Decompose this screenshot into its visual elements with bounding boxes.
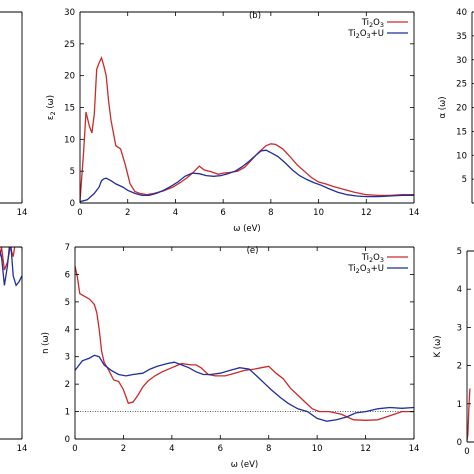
x-tick-label: 14 [409, 208, 420, 218]
panel-top-middle: 0 2 4 6 8 10 12 14 0 5 10 15 20 25 30 (b) ω (eV) ε2 (ω) Ti… [46, 8, 419, 234]
plot-frame [0, 11, 23, 204]
panel-tag: (e) [247, 246, 259, 256]
x-tick-label: 14 [17, 208, 28, 218]
y-tick-label: 3 [65, 353, 70, 363]
x-axis-label: ω (eV) [231, 460, 259, 470]
y-tick-label: 5 [457, 247, 462, 257]
series-line-0 [467, 388, 471, 441]
x-tick-label: 10 [313, 208, 324, 218]
plot-frame [0, 246, 23, 440]
y-tick-label: 1 [457, 400, 462, 410]
x-tick-label: 14 [17, 444, 28, 454]
plot-frame [79, 11, 415, 204]
y-tick-label: 20 [64, 72, 75, 82]
plot-frame [466, 250, 474, 443]
series-line-ti2o3-u [75, 354, 414, 422]
x-tick-label: 2 [121, 444, 126, 454]
plot-frame [74, 246, 415, 440]
series-line-ti2o3-u [80, 149, 414, 203]
x-axis-label: ω (eV) [233, 224, 261, 234]
y-tick-label: 5 [70, 167, 75, 177]
x-tick-label: 4 [169, 444, 174, 454]
y-tick-label: 25 [64, 40, 75, 50]
legend-label: Ti2O3+U [347, 29, 384, 40]
x-tick-label: 12 [361, 208, 372, 218]
y-tick-label: 20 [456, 104, 467, 114]
x-tick-label: 10 [312, 444, 323, 454]
y-tick-label: 5 [462, 175, 467, 185]
y-tick-label: 4 [457, 285, 462, 295]
legend-label: Ti2O3+U [347, 264, 384, 275]
y-axis-label: ε2 (ω) [46, 95, 57, 120]
x-tick-label: 2 [125, 208, 130, 218]
y-tick-label: 2 [457, 362, 462, 372]
legend-label: Ti2O3 [361, 253, 384, 264]
y-tick-label: 15 [64, 104, 75, 114]
x-tick-label: 0 [77, 208, 82, 218]
y-tick-label: 0 [65, 435, 70, 445]
panel-tag: (b) [249, 11, 261, 21]
y-tick-label: 15 [456, 127, 467, 137]
y-tick-label: 25 [456, 80, 467, 90]
y-tick-label: 35 [456, 32, 467, 42]
panel-top-right: 5 10 15 20 25 30 35 40 α (ω) [438, 8, 474, 204]
y-axis-label: K (ω) [433, 335, 443, 357]
panel-bottom-right: 00 1 2 3 4 5 K (ω) [433, 247, 474, 457]
x-tick-label: 0 [72, 444, 77, 454]
x-tick-label: 12 [360, 444, 371, 454]
x-tick-label: 4 [173, 208, 178, 218]
y-tick-label: 7 [65, 243, 70, 253]
y-tick-label: 10 [64, 135, 75, 145]
x-tick-label: 0 [464, 447, 469, 457]
series-line-ti2o3 [75, 266, 414, 421]
x-tick-label: 8 [268, 208, 273, 218]
legend-label: Ti2O3 [361, 18, 384, 29]
y-tick-label: 30 [64, 8, 75, 18]
y-tick-label: 30 [456, 56, 467, 66]
y-axis-label: α (ω) [438, 96, 448, 118]
y-tick-label: 1 [65, 408, 70, 418]
x-tick-label: 6 [220, 208, 225, 218]
x-tick-label: 6 [218, 444, 223, 454]
x-tick-label: 8 [266, 444, 271, 454]
y-tick-label: 40 [456, 8, 467, 18]
y-tick-label: 0 [457, 438, 462, 448]
series-line-ti2o3 [80, 55, 414, 202]
y-tick-label: 6 [65, 270, 70, 280]
y-tick-label: 2 [65, 380, 70, 390]
x-tick-label: 14 [409, 444, 420, 454]
panel-top-left: 14 [0, 11, 28, 218]
y-tick-label: 0 [70, 199, 75, 209]
series-line-1 [0, 247, 22, 287]
y-tick-label: 3 [457, 323, 462, 333]
y-tick-label: 10 [456, 151, 467, 161]
y-tick-label: 5 [65, 298, 70, 308]
y-axis-label: n (ω) [41, 332, 51, 354]
y-tick-label: 4 [65, 325, 70, 335]
panel-bottom-left: 14 [0, 246, 28, 454]
